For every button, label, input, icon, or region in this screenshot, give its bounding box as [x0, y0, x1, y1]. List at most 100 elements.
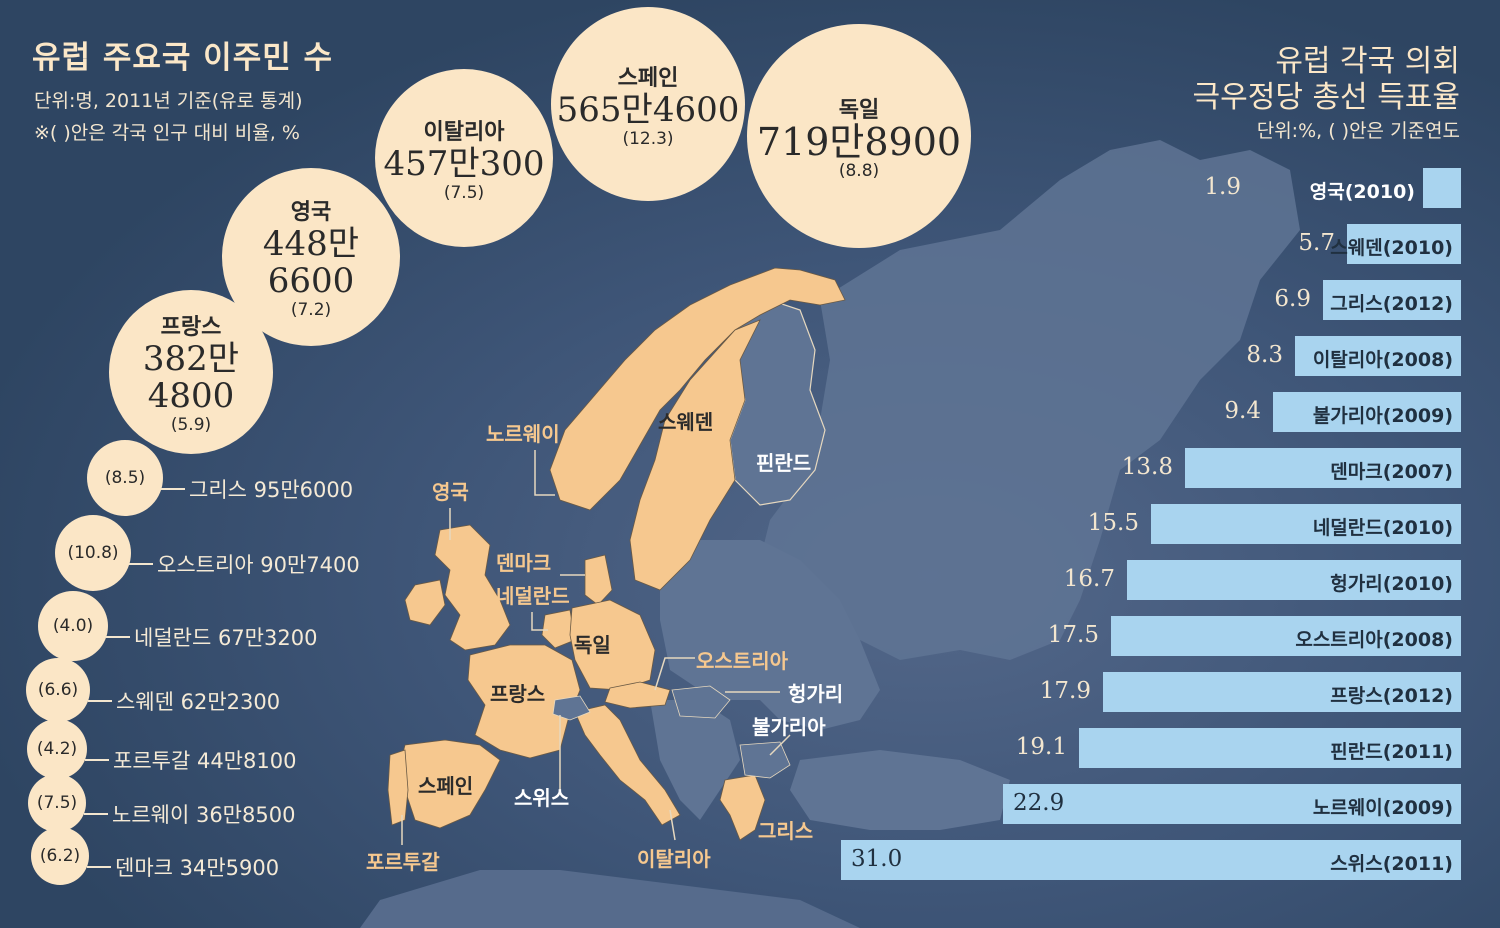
bubble-small-label: 오스트리아 90만7400 [157, 553, 360, 577]
bubble-percent: (5.9) [170, 415, 212, 435]
map-country-label: 스위스 [514, 786, 570, 810]
bubble-value: 382만 [142, 339, 240, 379]
bubble-country: 독일 [838, 97, 880, 123]
bar-category-label: 덴마크(2007) [1330, 461, 1453, 483]
bubble-small: (4.0) [38, 591, 108, 661]
bar-value-label: 16.7 [1063, 566, 1115, 592]
bubble-small-label: 노르웨이 36만8500 [112, 803, 296, 827]
bubble-country: 이탈리아 [423, 119, 505, 145]
africa-landmass [360, 870, 860, 928]
map-country-label: 이탈리아 [637, 847, 711, 871]
bubble-large: 영국 448만 6600 (7.2) [222, 168, 400, 346]
bubble-percent: (12.3) [622, 128, 674, 149]
bar-value-label: 8.3 [1246, 342, 1283, 368]
italy-leader [669, 809, 676, 841]
bar-value-label: 1.9 [1204, 174, 1241, 200]
bubble-small: (7.5) [28, 774, 86, 832]
bar-value-label: 17.5 [1047, 622, 1099, 648]
bubble-percent: (8.8) [838, 160, 880, 181]
left-title: 유럽 주요국 이주민 수 [32, 40, 334, 76]
bar [1103, 672, 1461, 712]
portugal-country [387, 749, 409, 826]
bar [1127, 560, 1461, 600]
bar-category-label: 노르웨이(2009) [1312, 797, 1453, 819]
bar [1079, 728, 1461, 768]
russia-landmass [760, 140, 1300, 660]
right-title-1: 유럽 각국 의회 [1275, 44, 1460, 79]
bubble-leader-line [129, 563, 153, 565]
ireland-country [404, 579, 446, 626]
map-country-label: 영국 [432, 480, 469, 504]
bubble-small: (4.2) [27, 719, 87, 779]
bubble-percent: (7.5) [443, 182, 485, 203]
map-country-label: 프랑스 [490, 682, 546, 706]
bulgaria-leader [769, 734, 791, 756]
bar [1111, 616, 1461, 656]
austria-leader [654, 657, 695, 691]
bubble-large: 스페인 565만4600 (12.3) [551, 7, 745, 201]
bar-value-label: 19.1 [1015, 734, 1067, 760]
bubble-small: (6.2) [31, 827, 89, 885]
map-country-label: 스페인 [418, 774, 474, 798]
bar-category-label: 스웨덴(2010) [1330, 237, 1453, 259]
bar [841, 840, 1461, 880]
bar-category-label: 영국(2010) [1309, 181, 1415, 203]
bar-value-label: 5.7 [1298, 230, 1335, 256]
balkans-landmass [650, 700, 740, 820]
denmark-country [584, 554, 613, 606]
bar [1323, 280, 1461, 320]
norway-country [549, 267, 846, 511]
bubble-small-label: 그리스 95만6000 [189, 478, 354, 502]
bar-value-label: 13.8 [1121, 454, 1173, 480]
eastern-europe-landmass [660, 540, 880, 730]
bar [1185, 448, 1461, 488]
greece-country [719, 774, 766, 841]
bubble-small-label: 덴마크 34만5900 [115, 856, 280, 880]
bubble-leader-line [85, 759, 109, 761]
bubble-value: 565만4600 [556, 89, 740, 130]
bar-value-label: 15.5 [1087, 510, 1139, 536]
bar [1423, 168, 1461, 208]
bubble-large: 이탈리아 457만300 (7.5) [375, 69, 553, 247]
uk-country [434, 524, 511, 651]
bubble-percent: (7.2) [290, 300, 332, 320]
bubble-value: 448만 [262, 224, 360, 264]
bubble-value: 4800 [147, 376, 235, 416]
bubble-small: (6.6) [26, 658, 90, 722]
bubble-country: 영국 [290, 200, 332, 225]
map-country-label: 독일 [574, 633, 611, 657]
bar-category-label: 이탈리아(2008) [1312, 349, 1453, 371]
bar [1273, 392, 1461, 432]
bar [1295, 336, 1461, 376]
switzerland-country [552, 695, 591, 721]
bubble-small: (8.5) [87, 440, 163, 516]
map-country-label: 불가리아 [752, 715, 826, 739]
bubble-small: (10.8) [55, 515, 131, 591]
bubble-value: 6600 [267, 261, 355, 301]
map-country-label: 덴마크 [496, 551, 552, 575]
bar-value-label: 9.4 [1224, 398, 1261, 424]
bar-category-label: 프랑스(2012) [1330, 685, 1453, 707]
map-country-label: 포르투갈 [366, 850, 440, 874]
bar-category-label: 그리스(2012) [1330, 293, 1453, 315]
bar-category-label: 헝가리(2010) [1330, 573, 1453, 595]
norway-leader [534, 450, 555, 496]
bubble-value: 719만8900 [756, 119, 962, 164]
map-country-label: 네덜란드 [496, 584, 570, 608]
bubble-country: 스페인 [617, 65, 679, 91]
bubble-small-label: 네덜란드 67만3200 [134, 626, 318, 650]
netherlands-country [541, 609, 576, 649]
map-country-label: 노르웨이 [486, 422, 560, 446]
hungary-country [671, 685, 731, 719]
map-country-label: 핀란드 [756, 451, 812, 475]
bubble-leader-line [88, 700, 112, 702]
austria-country [604, 681, 671, 709]
bubble-leader-line [161, 488, 185, 490]
bar [1347, 224, 1461, 264]
bubble-value: 457만300 [383, 143, 545, 184]
bar-category-label: 스위스(2011) [1330, 853, 1453, 875]
bubble-country: 프랑스 [160, 315, 222, 340]
bubble-small-label: 포르투갈 44만8100 [113, 749, 297, 773]
